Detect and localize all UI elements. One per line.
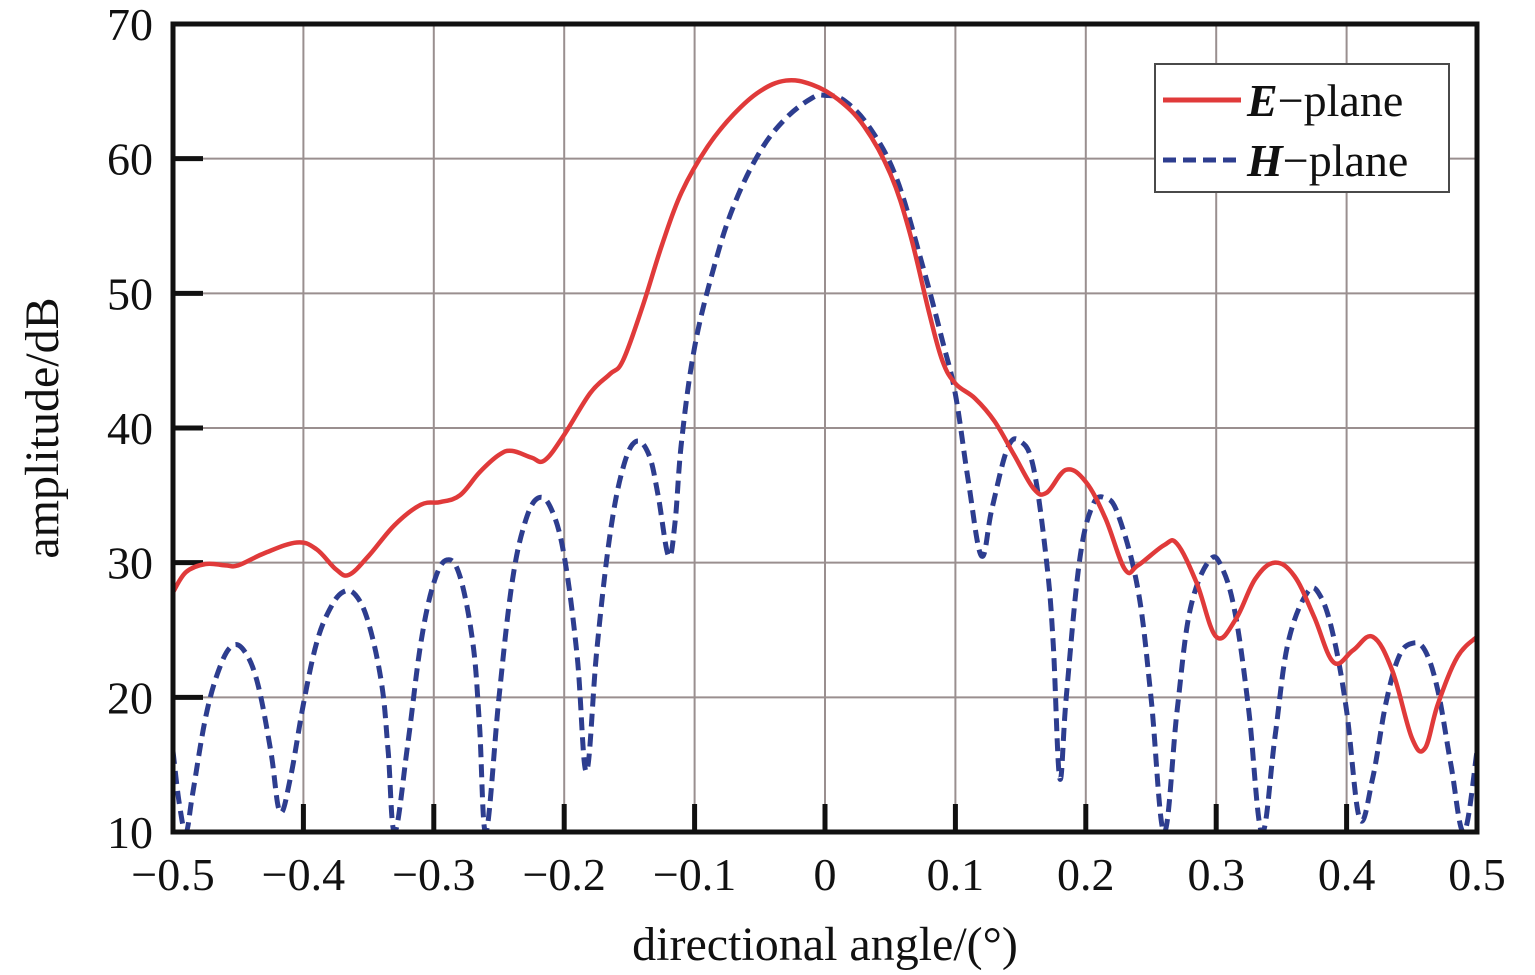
legend: E−plane H−plane	[1154, 63, 1450, 193]
h-plane-legend-label: H−plane	[1246, 135, 1408, 186]
y-tick-label: 60	[107, 134, 153, 185]
x-tick-label: −0.2	[522, 849, 605, 900]
x-tick-label: −0.1	[653, 849, 736, 900]
e-plane-legend-label: E−plane	[1246, 75, 1403, 126]
x-tick-label: −0.3	[392, 849, 475, 900]
e-plane-series-line	[173, 77, 1477, 754]
series-layer	[173, 77, 1477, 832]
x-tick-label: 0.1	[927, 849, 985, 900]
legend-box	[1154, 63, 1450, 193]
x-tick-label: 0.3	[1187, 849, 1245, 900]
y-tick-label: 70	[107, 0, 153, 50]
plot-frame	[170, 21, 1480, 835]
h-plane-series-line	[173, 92, 1477, 832]
x-tick-label: 0.4	[1318, 849, 1376, 900]
tick-labels: −0.5 −0.4 −0.3 −0.2 −0.1 0 0.1 0.2 0.3 0.4 0.5 10 20…	[107, 0, 1506, 900]
x-tick-label: −0.4	[262, 849, 345, 900]
x-tick-label: 0.5	[1448, 849, 1506, 900]
y-axis-title: amplitude/dB	[16, 297, 69, 558]
y-tick-label: 10	[107, 807, 153, 858]
y-tick-label: 50	[107, 268, 153, 319]
y-tick-label: 30	[107, 538, 153, 589]
x-tick-label: −0.5	[131, 849, 214, 900]
x-axis-title: directional angle/(°)	[632, 918, 1018, 971]
x-tick-label: 0.2	[1057, 849, 1115, 900]
x-tick-label: 0	[814, 849, 837, 900]
y-tick-label: 20	[107, 672, 153, 723]
y-tick-label: 40	[107, 403, 153, 454]
